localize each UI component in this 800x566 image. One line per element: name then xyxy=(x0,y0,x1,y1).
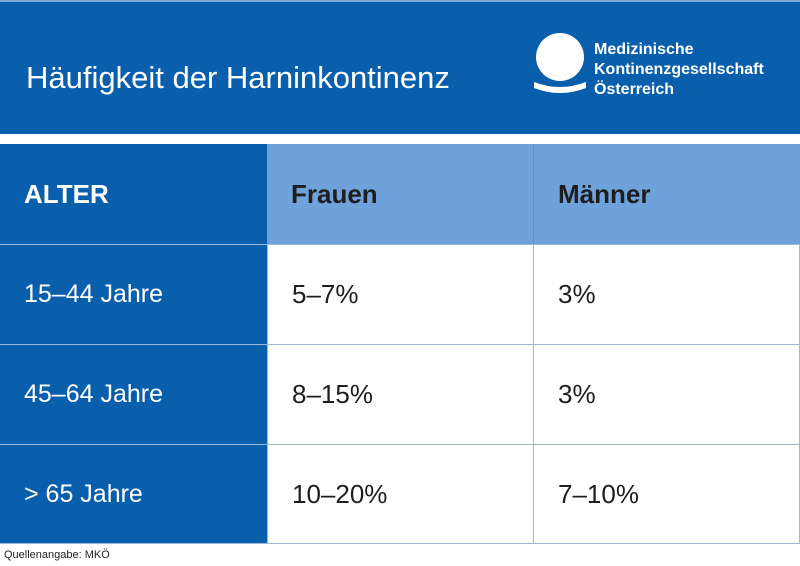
organization-name-line-1: Medizinische xyxy=(594,41,694,58)
page-title: Häufigkeit der Harninkontinenz xyxy=(26,60,450,95)
row-divider xyxy=(0,543,800,544)
organization-name-line-2: Kontinenzgesellschaft xyxy=(594,61,764,78)
men-value-cell: 3% xyxy=(533,344,800,444)
age-group-cell: > 65 Jahre xyxy=(0,444,267,544)
organization-name: Medizinische Kontinenzgesellschaft Öster… xyxy=(594,40,764,100)
table-header-row: ALTER Frauen Männer xyxy=(0,144,800,244)
men-value-cell: 3% xyxy=(533,244,800,344)
table-row: > 65 Jahre 10–20% 7–10% xyxy=(0,444,800,544)
header-separator xyxy=(0,134,800,144)
row-divider xyxy=(0,344,800,345)
column-header-age: ALTER xyxy=(0,144,267,244)
women-value-cell: 8–15% xyxy=(267,344,533,444)
column-header-women: Frauen xyxy=(267,144,533,244)
incontinence-table: ALTER Frauen Männer 15–44 Jahre 5–7% 3% … xyxy=(0,144,800,544)
row-divider xyxy=(0,244,800,245)
men-value-cell: 7–10% xyxy=(533,444,800,544)
women-value-cell: 5–7% xyxy=(267,244,533,344)
row-divider xyxy=(0,444,800,445)
source-note: Quellenangabe: MKÖ xyxy=(4,549,110,561)
organization-logo-icon xyxy=(534,33,586,93)
organization-name-line-3: Österreich xyxy=(594,81,675,98)
age-group-cell: 45–64 Jahre xyxy=(0,344,267,444)
header-banner: Häufigkeit der Harninkontinenz Medizinis… xyxy=(0,0,800,134)
age-group-cell: 15–44 Jahre xyxy=(0,244,267,344)
table-row: 45–64 Jahre 8–15% 3% xyxy=(0,344,800,444)
column-header-men: Männer xyxy=(533,144,800,244)
table-row: 15–44 Jahre 5–7% 3% xyxy=(0,244,800,344)
women-value-cell: 10–20% xyxy=(267,444,533,544)
